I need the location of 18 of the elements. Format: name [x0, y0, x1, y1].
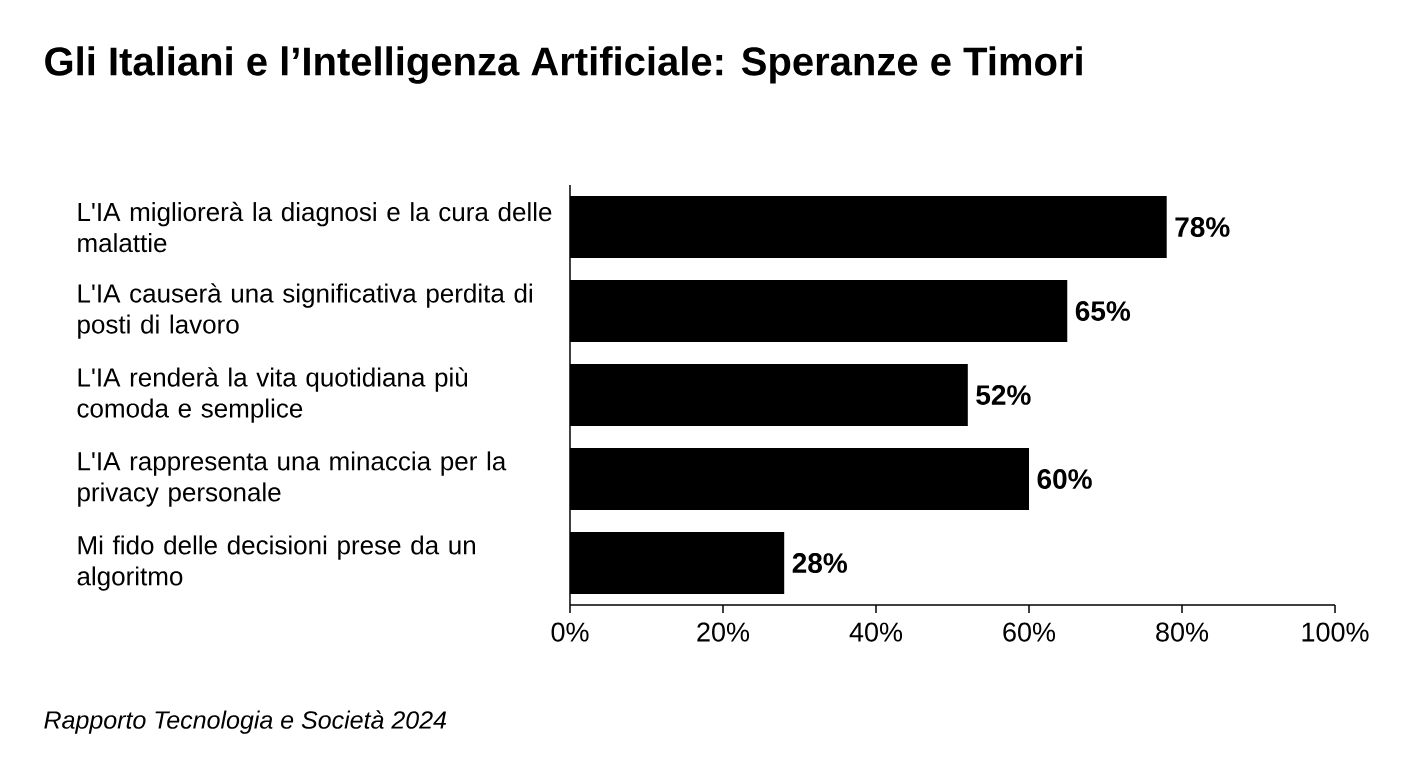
x-tick-label: 0%	[551, 622, 589, 642]
chart-title: Gli Italiani e l’Intelligenza Artificiale: Speranze e Timori	[45, 46, 1082, 84]
y-tick-label: Mi fido delle decisioni prese da un algoritmo	[77, 535, 475, 591]
text: Rapporto Tecnologia e Società 2024	[44, 710, 447, 734]
y-tick-label: L'IA renderà la vita quotidiana più comoda e semplice	[77, 367, 468, 423]
data-label: 28%	[792, 553, 848, 573]
data-label: 60%	[1037, 469, 1092, 489]
data-label: 52%	[976, 385, 1031, 405]
data-label: 65%	[1075, 301, 1131, 321]
y-tick-label: L'IA causerà una significativa perdita di posti di lavoro	[78, 283, 532, 339]
x-tick-label: 100%	[1302, 622, 1369, 642]
x-tick-label: 40%	[849, 622, 903, 642]
data-label: 78%	[1175, 217, 1230, 237]
y-tick-label: L'IA rappresenta una minaccia per la privacy personale	[78, 451, 507, 507]
x-tick-label: 80%	[1156, 622, 1209, 642]
y-tick-label: L'IA migliorerà la diagnosi e la cura delle malattie	[78, 201, 552, 253]
x-tick-label: 20%	[697, 622, 750, 642]
x-tick-label: 60%	[1003, 622, 1056, 642]
